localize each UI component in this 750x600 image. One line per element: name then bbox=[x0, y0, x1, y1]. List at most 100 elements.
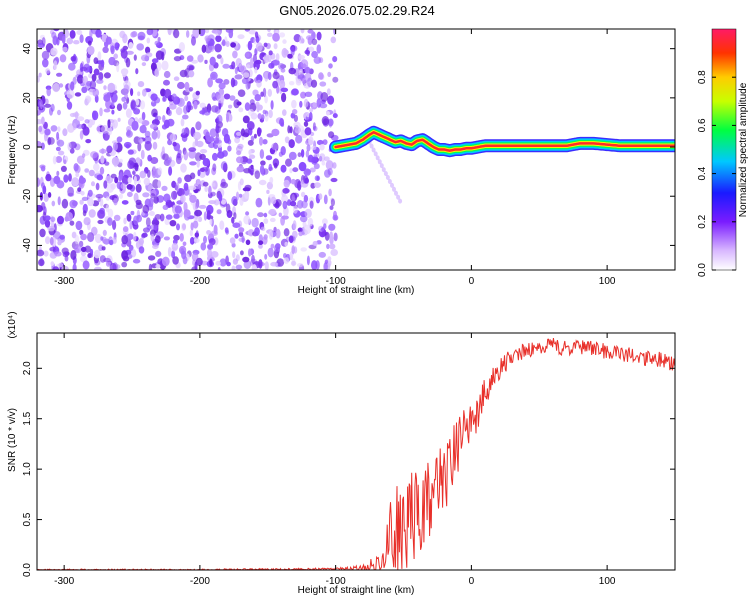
noise-blob bbox=[110, 45, 115, 55]
noise-blob bbox=[268, 166, 274, 171]
noise-blob bbox=[250, 57, 254, 66]
noise-blob bbox=[313, 56, 322, 64]
noise-blob bbox=[57, 196, 61, 206]
noise-blob bbox=[113, 142, 118, 151]
noise-blob bbox=[171, 242, 179, 251]
noise-blob bbox=[212, 163, 217, 172]
noise-blob bbox=[192, 29, 201, 37]
noise-blob bbox=[193, 237, 200, 243]
noise-blob bbox=[180, 194, 186, 204]
noise-blob bbox=[254, 170, 261, 179]
noise-blob bbox=[290, 260, 297, 266]
noise-blob bbox=[154, 68, 160, 78]
noise-blob bbox=[297, 263, 304, 268]
noise-blob bbox=[232, 258, 238, 265]
noise-blob bbox=[263, 218, 269, 224]
noise-blob bbox=[61, 198, 69, 209]
noise-blob bbox=[221, 127, 229, 137]
noise-blob bbox=[282, 39, 287, 44]
noise-blob bbox=[37, 249, 45, 257]
noise-blob bbox=[197, 169, 201, 177]
tail-blob bbox=[373, 151, 378, 157]
noise-blob bbox=[225, 229, 229, 235]
noise-blob bbox=[307, 29, 314, 34]
x-tick-label: 0 bbox=[469, 576, 475, 587]
noise-blob bbox=[291, 88, 299, 96]
noise-blob bbox=[330, 249, 339, 256]
noise-blob bbox=[246, 158, 253, 164]
noise-blob bbox=[232, 251, 236, 259]
noise-blob bbox=[259, 136, 263, 146]
noise-blob bbox=[209, 56, 216, 66]
noise-blob bbox=[87, 45, 95, 56]
noise-blob bbox=[114, 176, 119, 184]
noise-blob bbox=[79, 199, 84, 205]
noise-blob bbox=[127, 160, 135, 170]
noise-blob bbox=[194, 202, 199, 210]
noise-blob bbox=[266, 133, 274, 138]
noise-blob bbox=[268, 62, 275, 69]
noise-blob bbox=[122, 255, 130, 262]
noise-blob bbox=[256, 127, 262, 137]
noise-blob bbox=[91, 181, 95, 187]
noise-blob bbox=[319, 153, 326, 162]
noise-blob bbox=[189, 237, 194, 245]
noise-blob bbox=[221, 199, 226, 205]
noise-blob bbox=[67, 142, 72, 151]
noise-blob bbox=[278, 75, 284, 80]
noise-blob bbox=[242, 115, 250, 124]
noise-blob bbox=[87, 189, 93, 197]
noise-blob bbox=[78, 177, 87, 184]
noise-blob bbox=[289, 126, 293, 134]
noise-blob bbox=[304, 208, 312, 218]
noise-blob bbox=[76, 116, 85, 122]
noise-blob bbox=[119, 193, 123, 199]
noise-blob bbox=[325, 160, 334, 170]
noise-blob bbox=[234, 233, 239, 239]
noise-blob bbox=[114, 42, 120, 51]
noise-blob bbox=[120, 48, 126, 53]
noise-blob bbox=[118, 174, 122, 182]
noise-blob bbox=[196, 178, 201, 185]
noise-blob bbox=[95, 182, 100, 191]
noise-blob bbox=[145, 217, 151, 227]
noise-blob bbox=[96, 126, 101, 132]
noise-blob bbox=[226, 261, 231, 267]
noise-blob bbox=[50, 261, 55, 266]
noise-blob bbox=[332, 162, 337, 169]
noise-blob bbox=[268, 109, 273, 119]
noise-blob bbox=[274, 244, 280, 253]
noise-blob bbox=[169, 220, 177, 227]
noise-blob bbox=[89, 80, 97, 90]
noise-blob bbox=[112, 220, 117, 230]
noise-blob bbox=[189, 194, 197, 203]
noise-blob bbox=[305, 150, 310, 158]
noise-blob bbox=[125, 108, 132, 118]
noise-blob bbox=[326, 243, 330, 250]
noise-blob bbox=[40, 165, 46, 172]
noise-blob bbox=[223, 79, 230, 85]
noise-blob bbox=[153, 196, 159, 204]
noise-blob bbox=[132, 170, 136, 175]
noise-blob bbox=[244, 191, 250, 199]
noise-blob bbox=[130, 88, 134, 97]
y-tick-label: 40 bbox=[22, 43, 33, 55]
noise-blob bbox=[87, 198, 94, 207]
noise-blob bbox=[162, 204, 169, 210]
noise-blob bbox=[312, 102, 317, 108]
noise-blob bbox=[306, 35, 314, 41]
noise-blob bbox=[298, 35, 304, 44]
noise-blob bbox=[251, 217, 259, 228]
noise-blob bbox=[173, 56, 182, 62]
noise-blob bbox=[91, 29, 99, 35]
noise-blob bbox=[303, 194, 309, 203]
noise-blob bbox=[66, 37, 74, 45]
noise-blob bbox=[266, 189, 270, 194]
noise-blob bbox=[171, 93, 177, 101]
noise-blob bbox=[106, 145, 113, 154]
noise-blob bbox=[256, 79, 262, 88]
noise-blob bbox=[203, 235, 207, 244]
noise-blob bbox=[80, 66, 88, 72]
noise-blob bbox=[122, 72, 127, 78]
